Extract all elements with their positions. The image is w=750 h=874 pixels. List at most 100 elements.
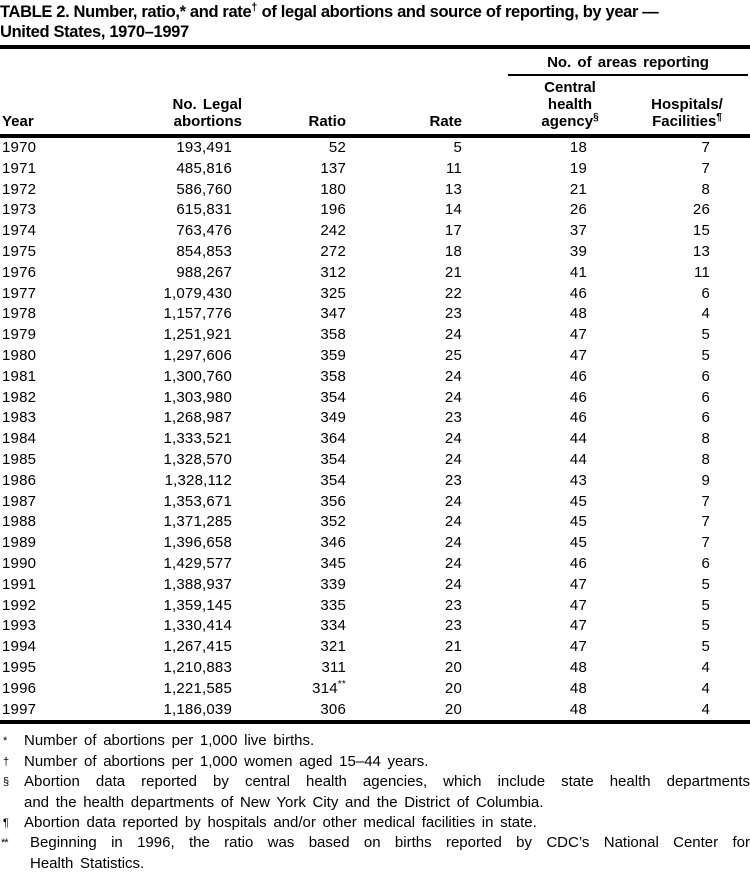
- table-row: 1984 1,333,521 364 24 44 8: [0, 429, 750, 450]
- footnote-dagger: † Number of abortions per 1,000 women age…: [0, 752, 750, 772]
- footnote-line: § Abortion data reported by central healt…: [0, 772, 750, 792]
- value-cell: 46: [569, 409, 587, 427]
- year-cell: 1983: [2, 409, 37, 427]
- year-cell: 1981: [2, 367, 37, 385]
- table-row: 1983 1,268,987 349 23 46 6: [0, 408, 750, 429]
- value-cell: 180: [320, 180, 346, 198]
- value-cell: 321: [320, 638, 346, 656]
- footnote-section: § Abortion data reported by central healt…: [0, 772, 750, 813]
- footnote-text: Abortion data reported by hospitals and/…: [24, 813, 537, 831]
- footnote-line: Health Statistics.: [30, 854, 145, 872]
- table-row: 1976 988,267 312 21 41 11: [0, 263, 750, 284]
- value-cell: 15: [692, 222, 711, 240]
- value-cell: 6: [701, 409, 711, 427]
- value-cell: 763,476: [176, 222, 232, 240]
- year-cell: 1985: [2, 450, 37, 468]
- value-cell: 615,831: [176, 201, 232, 219]
- value-cell: 44: [569, 450, 587, 468]
- value-cell: 5: [701, 617, 711, 635]
- value-cell: 347: [320, 305, 346, 323]
- table-row: 1992 1,359,145 335 23 47 5: [0, 596, 750, 617]
- value-cell: 48: [569, 700, 587, 718]
- footnotes: * Number of abortions per 1,000 live birt…: [0, 731, 750, 874]
- value-cell: 48: [569, 658, 587, 676]
- footnote-asterisk: * Number of abortions per 1,000 live birt…: [0, 731, 750, 751]
- value-cell: 335: [320, 596, 346, 614]
- footnote-line: and the health departments of New York C…: [24, 793, 544, 811]
- value-cell: 5: [701, 638, 711, 656]
- value-cell: 1,267,415: [163, 638, 232, 656]
- value-cell: 47: [569, 326, 587, 344]
- value-cell: 1,353,671: [163, 492, 232, 510]
- value-cell: 18: [569, 139, 587, 156]
- footnote-line: ** Beginning in 1996, the ratio was based…: [0, 833, 750, 853]
- value-cell: 20: [444, 700, 462, 718]
- table-row: 1997 1,186,039 306 20 48 4: [0, 700, 750, 723]
- value-cell: 5: [701, 596, 711, 614]
- value-cell: 52: [328, 139, 346, 156]
- value-cell: 44: [569, 430, 587, 448]
- value-cell: 24: [444, 367, 462, 385]
- value-cell: 1,210,883: [163, 658, 232, 676]
- col-header-central-line2: health agency§: [528, 96, 612, 130]
- spanner-empty-cell: [0, 49, 478, 76]
- value-cell: 1,396,658: [163, 534, 232, 552]
- table-row: 1995 1,210,883 311 20 48 4: [0, 658, 750, 679]
- value-cell: 14: [444, 201, 462, 219]
- value-cell: 1,268,987: [163, 409, 232, 427]
- value-cell: 137: [320, 159, 346, 177]
- value-cell: 24: [444, 450, 462, 468]
- value-cell: 4: [701, 658, 711, 676]
- value-cell: 586,760: [176, 180, 232, 198]
- value-cell: 37: [569, 222, 587, 240]
- value-cell: 46: [569, 367, 587, 385]
- value-cell: 24: [444, 430, 462, 448]
- abortions-table: No. of areas reporting Year No. Legal ab…: [0, 49, 750, 725]
- value-cell: 1,328,570: [163, 450, 232, 468]
- year-cell: 1970: [2, 139, 37, 156]
- value-cell: 25: [444, 346, 462, 364]
- year-cell: 1975: [2, 242, 37, 260]
- value-cell: 354: [320, 450, 346, 468]
- col-header-hospitals-line2-text: Facilities: [652, 113, 717, 130]
- table-header: No. of areas reporting Year No. Legal ab…: [0, 49, 750, 138]
- value-cell: 356: [320, 492, 346, 510]
- value-cell: 8: [701, 180, 711, 198]
- table-row: 1971 485,816 137 11 19 7: [0, 159, 750, 180]
- table-row: 1973 615,831 196 14 26 26: [0, 200, 750, 221]
- col-header-ratio: Ratio: [250, 76, 360, 138]
- spanner-header-row: No. of areas reporting: [0, 49, 750, 76]
- table-row: 1972 586,760 180 13 21 8: [0, 180, 750, 201]
- footnote-text: Number of abortions per 1,000 live birth…: [24, 732, 315, 750]
- value-cell: 8: [701, 430, 711, 448]
- footnote-double-asterisk: ** Beginning in 1996, the ratio was based…: [0, 833, 750, 874]
- value-cell: 47: [569, 617, 587, 635]
- value-cell: 359: [320, 346, 346, 364]
- col-header-hospitals-line1: Hospitals/: [651, 96, 723, 113]
- value-cell: 26: [692, 201, 711, 219]
- value-cell: 1,388,937: [163, 575, 232, 593]
- table-row: 1978 1,157,776 347 23 48 4: [0, 304, 750, 325]
- value-cell: 13: [692, 242, 711, 260]
- value-cell: 23: [444, 471, 462, 489]
- value-cell: 46: [569, 554, 587, 572]
- year-cell: 1990: [2, 554, 37, 572]
- table-title-line1: TABLE 2. Number, ratio,* and rate† of le…: [0, 2, 750, 22]
- value-cell: 325: [320, 284, 346, 302]
- value-cell: 43: [569, 471, 587, 489]
- value-cell: 21: [569, 180, 587, 198]
- value-cell: 334: [320, 617, 346, 635]
- asterisk-footnote-marker: *: [3, 735, 8, 748]
- value-cell: 7: [701, 139, 711, 156]
- value-cell: 4: [701, 700, 711, 718]
- col-header-legal-abortions-line1: No. Legal: [172, 96, 242, 113]
- value-cell: 23: [444, 617, 462, 635]
- value-cell: 306: [320, 700, 346, 718]
- year-cell: 1971: [2, 159, 37, 177]
- value-cell: 24: [444, 326, 462, 344]
- col-header-year: Year: [0, 76, 95, 138]
- value-cell: 4: [701, 679, 711, 697]
- dagger-footnote-marker: †: [251, 1, 258, 14]
- value-cell: 5: [701, 326, 711, 344]
- value-cell: 364: [320, 430, 346, 448]
